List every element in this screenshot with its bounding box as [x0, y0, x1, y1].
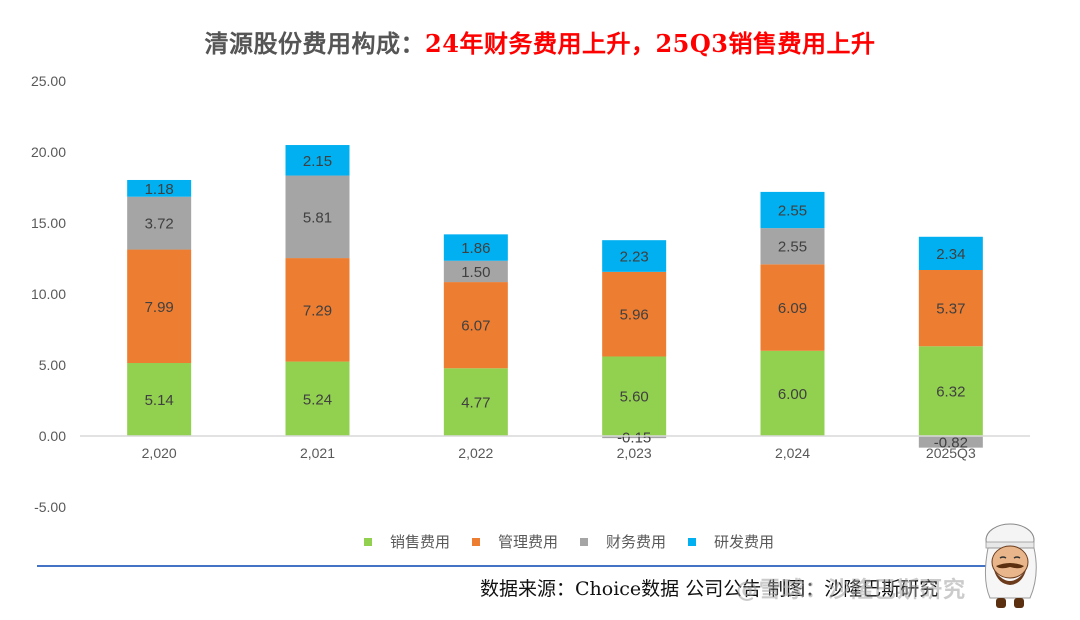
chart-title: 清源股份费用构成：24年财务费用上升，25Q3销售费用上升	[0, 24, 1080, 59]
y-tick-label: 25.00	[31, 73, 66, 89]
bar-segment	[443, 368, 508, 436]
legend-label: 财务费用	[606, 533, 667, 551]
data-label: 5.81	[303, 209, 332, 226]
legend-label: 管理费用	[497, 533, 558, 551]
watermark: @雪球：沙隆巴斯研究	[736, 578, 967, 603]
legend-swatch-rnd	[688, 537, 697, 546]
bar-segment	[127, 363, 192, 436]
data-label: 1.86	[461, 240, 490, 257]
x-tick-label: 2,021	[300, 445, 335, 461]
legend-item-admin[interactable]: 管理费用	[471, 531, 558, 552]
data-label: 1.50	[461, 264, 490, 281]
y-tick-label: -5.00	[34, 499, 66, 515]
x-tick-label: 2025Q3	[926, 445, 976, 461]
legend-item-finance[interactable]: 财务费用	[580, 531, 666, 552]
bar-segment	[918, 236, 983, 271]
bar-segment	[443, 260, 508, 283]
y-tick-label: 0.00	[39, 428, 66, 444]
x-tick-label: 2,022	[458, 445, 493, 461]
legend-swatch-admin	[471, 537, 480, 546]
bar-segment	[602, 271, 667, 357]
footer-divider	[37, 565, 997, 567]
bar-segment	[760, 228, 825, 265]
y-tick-label: 15.00	[31, 215, 66, 231]
data-label: 6.32	[936, 384, 965, 401]
x-tick-label: 2,020	[142, 445, 177, 461]
bar-segment	[127, 196, 192, 250]
data-label: 2.15	[303, 153, 332, 170]
data-label: 2.34	[936, 246, 965, 263]
data-label: 5.96	[620, 307, 649, 324]
data-label: 6.00	[778, 386, 807, 403]
legend-item-sales[interactable]: 销售费用	[363, 531, 450, 552]
data-source-note: 数据来源：Choice数据 公司公告 制图：沙隆巴斯研究	[480, 578, 939, 600]
legend-swatch-sales	[363, 537, 372, 546]
chart-title-highlight: 24年财务费用上升，25Q3销售费用上升	[425, 29, 876, 58]
bar-segment	[602, 436, 667, 439]
chart-title-prefix: 清源股份费用构成：	[204, 29, 426, 58]
bar-segment	[285, 175, 350, 259]
data-label: 5.14	[145, 392, 174, 409]
legend-label: 研发费用	[714, 533, 775, 551]
data-label: 4.77	[461, 395, 490, 412]
data-label: 2.55	[778, 239, 807, 256]
data-label: 6.09	[778, 300, 807, 317]
y-tick-label: 5.00	[39, 357, 66, 373]
data-label: 5.37	[936, 301, 965, 318]
data-label: -0.15	[617, 430, 651, 447]
bar-segment	[285, 361, 350, 436]
bar-segment	[760, 264, 825, 351]
legend-swatch-finance	[580, 537, 588, 546]
data-label: 6.07	[461, 318, 490, 335]
data-label: -0.82	[934, 434, 968, 451]
data-label: 2.23	[620, 249, 649, 266]
y-tick-label: 20.00	[31, 144, 66, 160]
bar-segment	[127, 179, 192, 197]
bar-segment	[602, 356, 667, 436]
bar-segment	[918, 346, 983, 436]
data-label: 2.55	[778, 203, 807, 220]
bar-segment	[602, 240, 667, 272]
legend-label: 销售费用	[389, 533, 450, 551]
data-label: 7.99	[145, 299, 174, 316]
bar-segment	[127, 249, 192, 364]
x-tick-label: 2,024	[775, 445, 810, 461]
data-label: 5.24	[303, 391, 332, 408]
legend-item-rnd[interactable]: 研发费用	[688, 531, 774, 552]
bar-segment	[443, 234, 508, 261]
data-label: 7.29	[303, 302, 332, 319]
y-tick-label: 10.00	[31, 286, 66, 302]
bar-segment	[285, 258, 350, 362]
bar-segment	[760, 191, 825, 229]
mascot-icon	[984, 523, 1037, 608]
data-label: 1.18	[145, 181, 174, 198]
legend: 销售费用 管理费用 财务费用 研发费用	[0, 531, 1080, 552]
bar-segment	[443, 282, 508, 369]
bar-segment	[760, 350, 825, 436]
bar-segment	[918, 436, 983, 448]
data-label: 3.72	[145, 216, 174, 233]
bar-segment	[285, 145, 350, 176]
bar-segment	[918, 270, 983, 347]
x-tick-label: 2,023	[617, 445, 652, 461]
data-label: 5.60	[620, 389, 649, 406]
